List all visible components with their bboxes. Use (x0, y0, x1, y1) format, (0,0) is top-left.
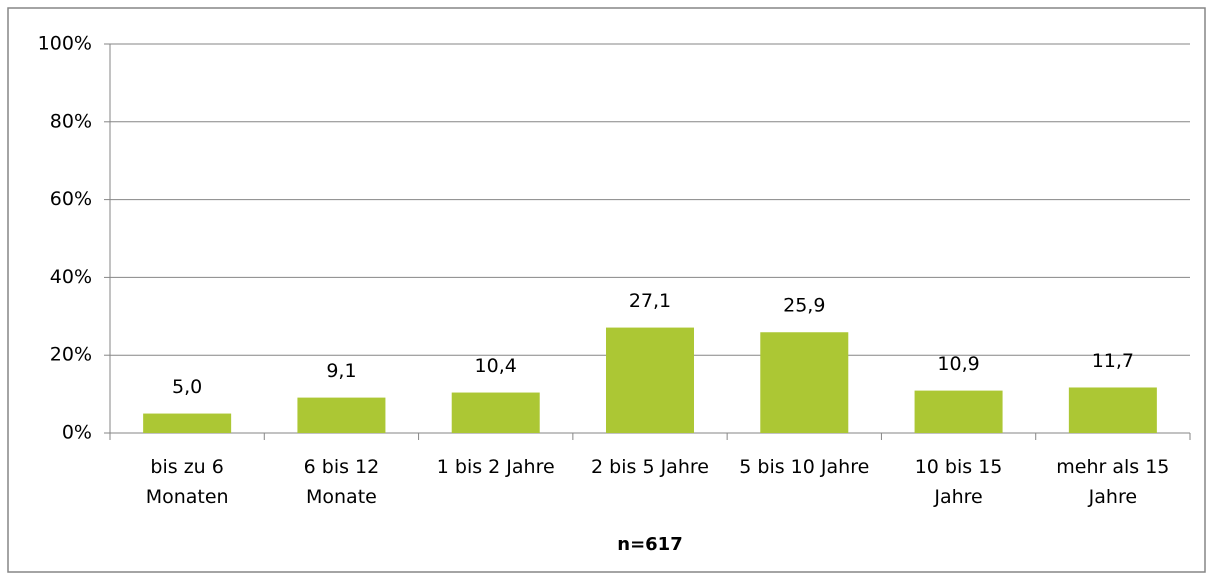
y-tick-label: 40% (50, 266, 92, 288)
y-tick-label: 100% (38, 33, 92, 55)
bar (143, 413, 232, 433)
x-tick-label: 6 bis 12 Monate (303, 456, 380, 508)
y-tick-label: 60% (50, 188, 92, 210)
data-label: 11,7 (1092, 350, 1134, 372)
data-label: 25,9 (783, 295, 825, 317)
x-tick-label: bis zu 6 Monaten (145, 456, 229, 508)
y-tick-label: 0% (62, 422, 92, 444)
bar (297, 397, 386, 433)
bar (451, 392, 540, 433)
x-axis-label: n=617 (617, 534, 682, 555)
x-tick-label: mehr als 15 Jahre (1056, 456, 1170, 508)
bar (1068, 387, 1157, 433)
bar (606, 327, 694, 433)
data-label: 9,1 (326, 360, 356, 382)
data-label: 10,4 (475, 355, 517, 377)
y-tick-label: 80% (50, 110, 92, 132)
data-label: 5,0 (172, 376, 202, 398)
bar (760, 332, 849, 433)
x-tick-label: 10 bis 15 Jahre (914, 456, 1003, 508)
chart-border (7, 7, 1206, 573)
bar (914, 390, 1003, 433)
data-label: 27,1 (629, 290, 671, 312)
x-tick-label: 5 bis 10 Jahre (739, 456, 870, 478)
data-label: 10,9 (937, 353, 979, 375)
y-tick-label: 20% (50, 344, 92, 366)
x-tick-label: 2 bis 5 Jahre (591, 456, 709, 478)
x-tick-label: 1 bis 2 Jahre (436, 456, 555, 478)
